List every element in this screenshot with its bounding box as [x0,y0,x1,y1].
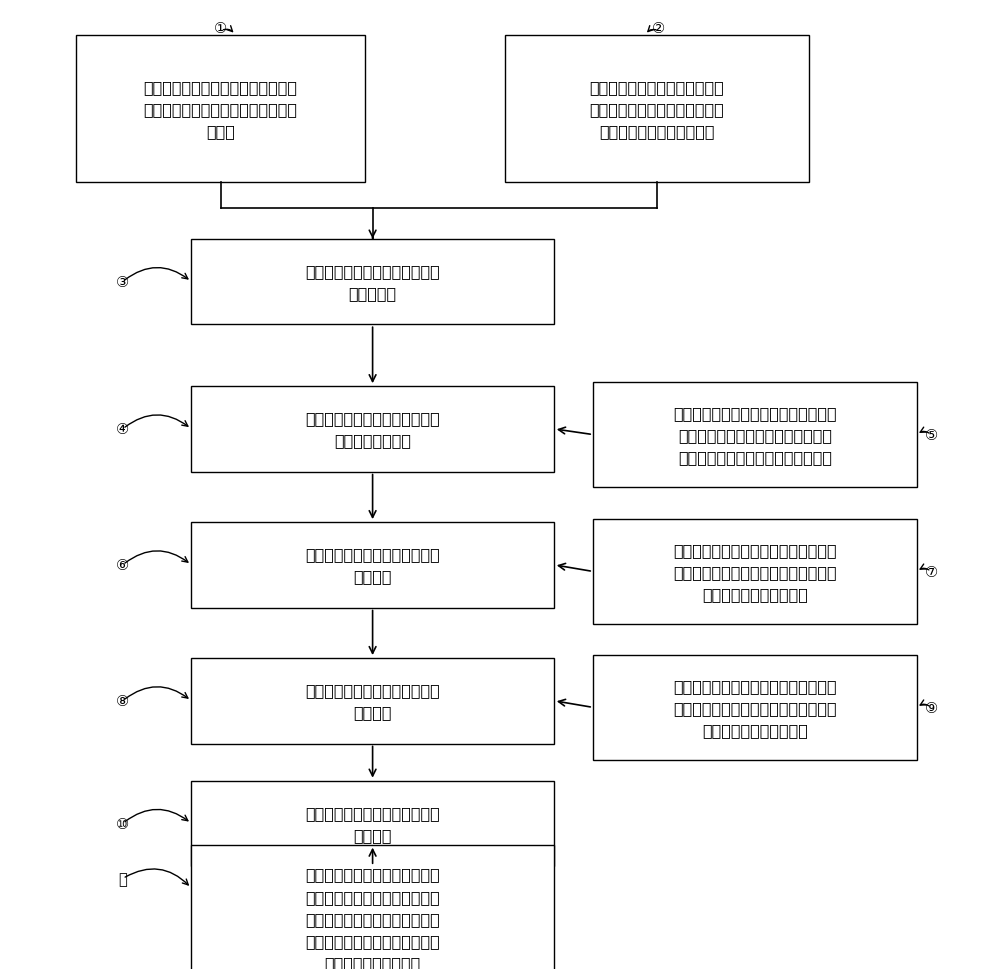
Text: 计算第一层盖子网格单元的第二
边界条件: 计算第一层盖子网格单元的第二 边界条件 [305,547,440,583]
Text: ⑥: ⑥ [116,558,129,573]
Text: 搜索离每个第二层盖子网格子单元距离
最小的第一层盖子网格子单元，并建立
两者的第二单元对应关系: 搜索离每个第二层盖子网格子单元距离 最小的第一层盖子网格子单元，并建立 两者的第… [673,543,837,602]
Bar [191,781,554,866]
Bar [76,36,365,183]
Bar [191,387,554,472]
Text: 计算第二层盖子网格单元的第三
边界条件: 计算第二层盖子网格单元的第三 边界条件 [305,682,440,720]
Bar [593,655,917,760]
Text: 搜索离每个第一层盖子网格子单元距离
最小的船体水线相邻湿表面网格子单
元，并建立两者的第一单元对应关系: 搜索离每个第一层盖子网格子单元距离 最小的船体水线相邻湿表面网格子单 元，并建立… [673,405,837,465]
Bar [505,36,809,183]
Bar [191,239,554,325]
Bar [191,658,554,744]
Text: ⑦: ⑦ [925,564,938,579]
Text: 船体有限元分析，获取船体的模态振
型并确定预定模态振型用于船体的后
续计算: 船体有限元分析，获取船体的模态振 型并确定预定模态振型用于船体的后 续计算 [144,79,298,140]
Text: 将预定模态振型映射到船体湿表
面网格单元: 将预定模态振型映射到船体湿表 面网格单元 [305,264,440,300]
Text: ⑩: ⑩ [116,816,129,831]
Text: 计算船体水线相邻湿表面网格单
元的第一边界条件: 计算船体水线相邻湿表面网格单 元的第一边界条件 [305,411,440,448]
Text: 建立离散边界积分方程组，以第
一边界条件至第四边界条件为输
入条件，求解船体湿表面网格单
元和水线面内盖子网格单元的辐
射势源强和绕射势源强: 建立离散边界积分方程组，以第 一边界条件至第四边界条件为输 入条件，求解船体湿表… [305,866,440,969]
Text: ②: ② [652,21,665,36]
Text: ⑧: ⑧ [116,694,129,708]
Bar [191,845,554,969]
Text: 计算第三层盖子网格单元的第四
边界条件: 计算第三层盖子网格单元的第四 边界条件 [305,805,440,842]
Bar [593,519,917,624]
Text: ⑤: ⑤ [925,427,938,443]
Text: ①: ① [214,21,227,36]
Text: 搜索离每个第三层盖子网格子单元距离
最小的第二层盖子网格子单元，并建立
两者的第三单元对应关系: 搜索离每个第三层盖子网格子单元距离 最小的第二层盖子网格子单元，并建立 两者的第… [673,678,837,737]
Text: ④: ④ [116,422,129,437]
Bar [191,522,554,608]
Text: ③: ③ [116,275,129,290]
Text: ⑨: ⑨ [925,701,938,715]
Text: 建立船体湿表面网格单元和水线
面内盖子网格单元，对水线面内
盖子网格单元进行分层处理: 建立船体湿表面网格单元和水线 面内盖子网格单元，对水线面内 盖子网格单元进行分层… [589,79,724,140]
Text: ⑪: ⑪ [118,871,127,886]
Bar [593,383,917,487]
